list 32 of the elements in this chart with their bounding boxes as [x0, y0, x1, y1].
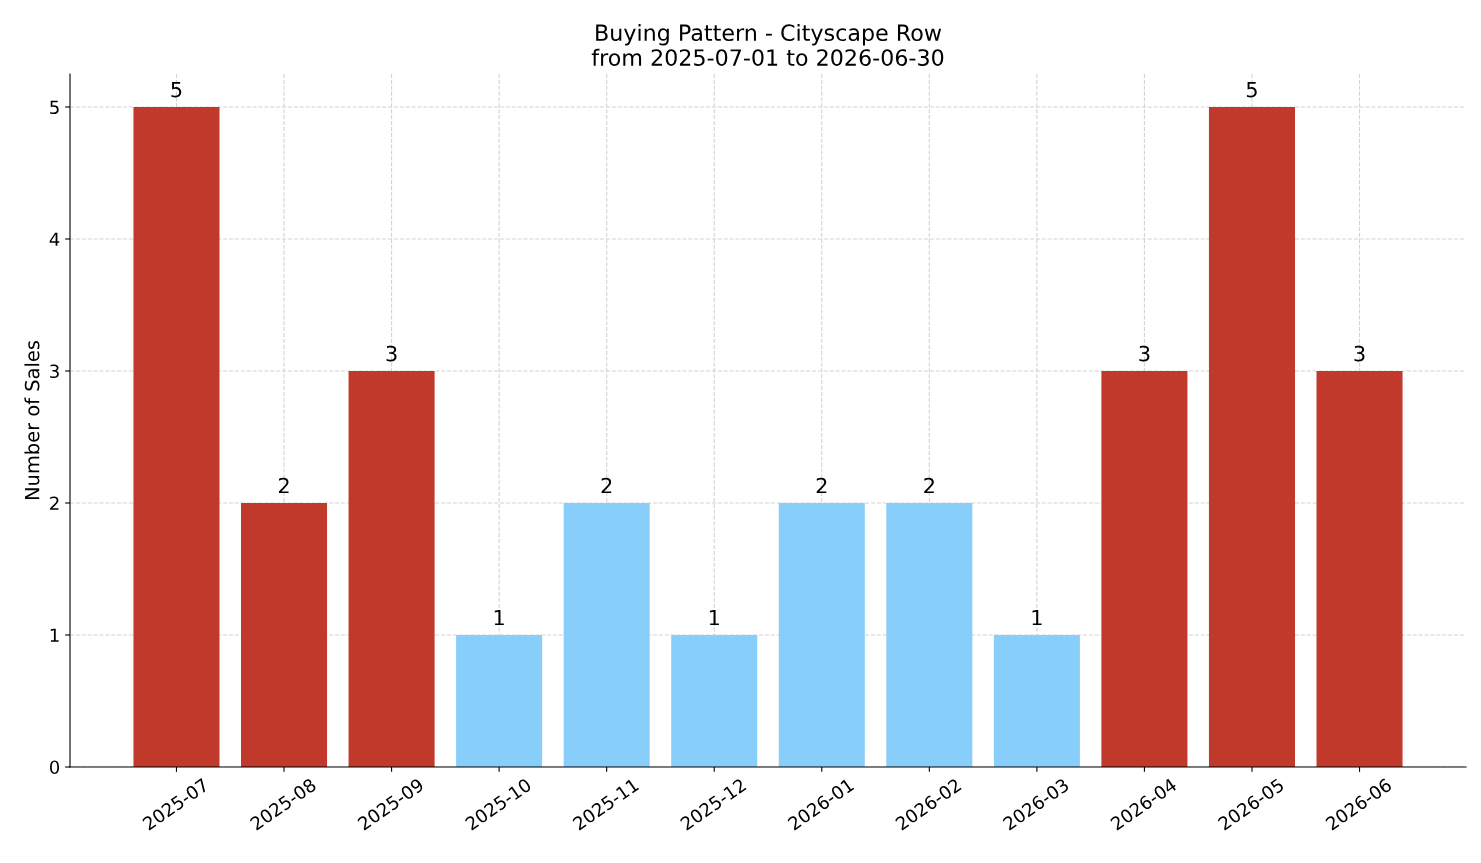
data-label: 5: [1246, 81, 1257, 98]
data-label: 2: [278, 477, 289, 494]
data-label: 2: [816, 477, 827, 494]
data-label: 2: [601, 477, 612, 494]
data-label: 1: [1032, 609, 1042, 626]
bar: [133, 107, 220, 767]
data-label: 3: [1354, 345, 1365, 362]
data-label: 3: [386, 345, 397, 362]
y-tick-label: 4: [49, 232, 60, 246]
bar: [1101, 371, 1188, 767]
bar: [241, 503, 328, 767]
bar: [1316, 371, 1403, 767]
bar: [886, 503, 973, 767]
bar: [993, 635, 1080, 767]
y-tick-label: 2: [50, 496, 59, 510]
bar: [778, 503, 865, 767]
chart-title: Buying Pattern - Cityscape Row from 2025-07-01 to 2026-06-30: [591, 23, 944, 66]
bar: [563, 503, 650, 767]
bar: [456, 635, 543, 767]
y-axis-title: Number of Sales: [24, 340, 40, 500]
data-label: 3: [1139, 345, 1150, 362]
bar: [348, 371, 435, 767]
y-tick-label: 1: [50, 628, 59, 642]
bar: [1208, 107, 1295, 767]
data-label: 1: [709, 609, 719, 626]
y-tick-label: 5: [50, 100, 59, 115]
y-tick-label: 3: [50, 364, 59, 379]
data-label: 5: [171, 81, 182, 98]
data-label: 1: [494, 609, 504, 626]
y-tick-label: 0: [49, 760, 60, 775]
bar: [671, 635, 758, 767]
data-label: 2: [924, 477, 934, 494]
